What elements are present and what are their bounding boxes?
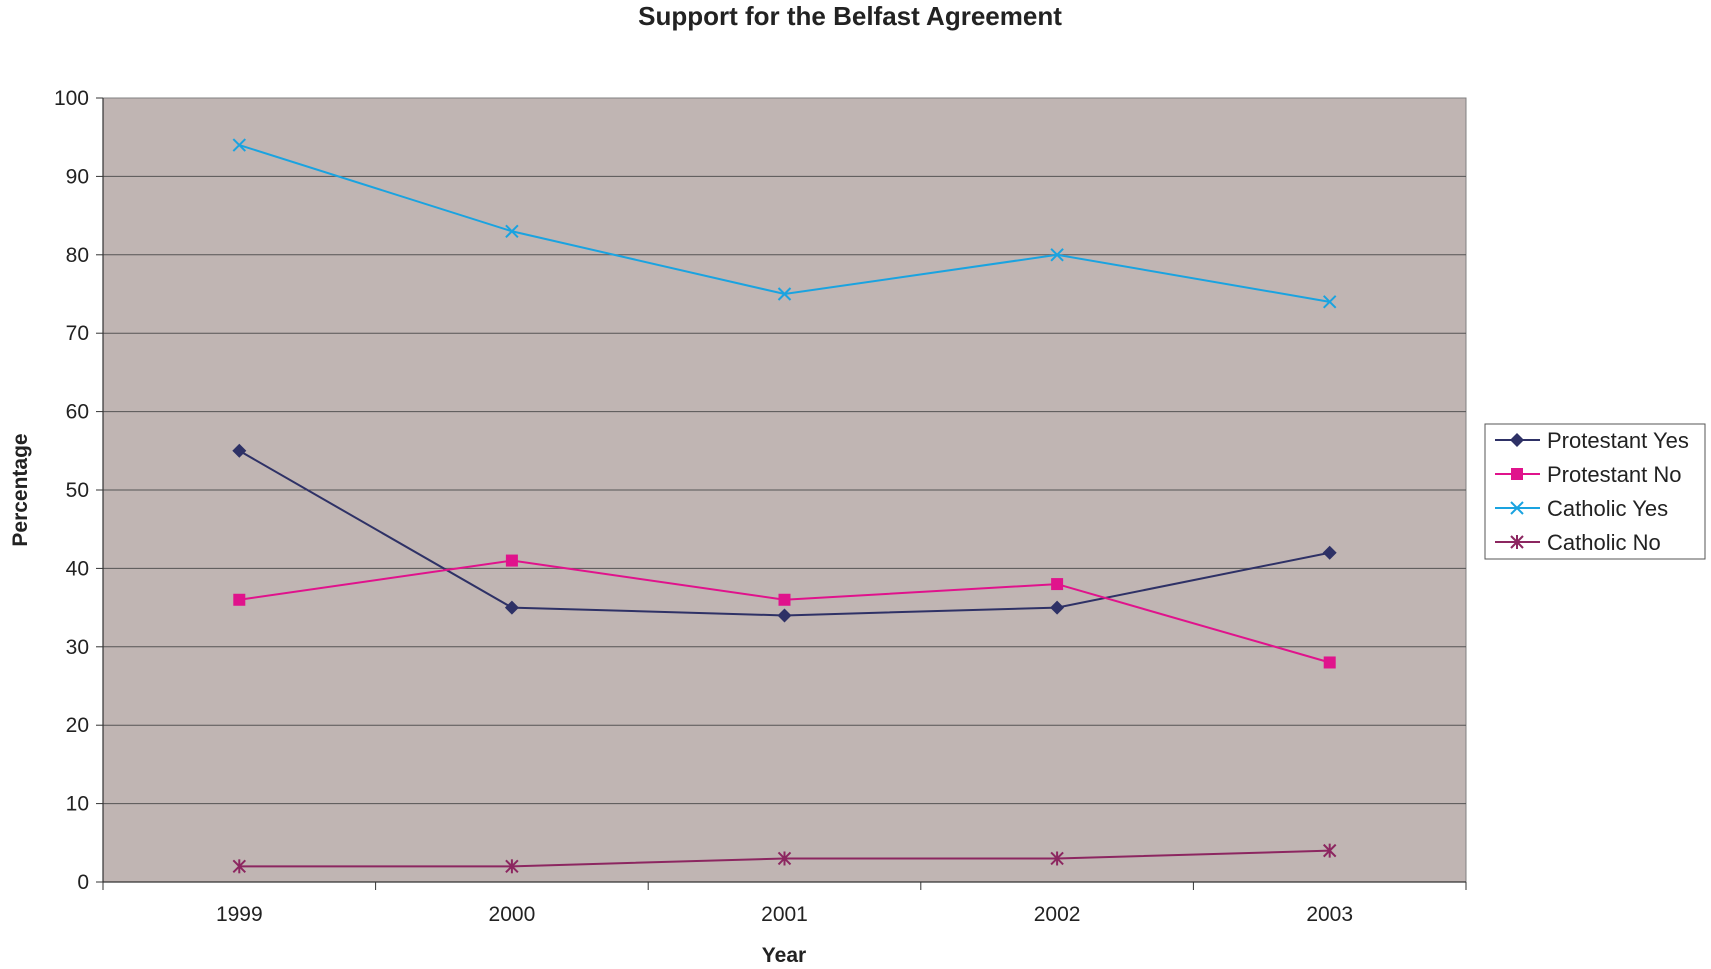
y-tick-label: 70 — [66, 322, 89, 345]
legend: Protestant Yes Protestant No Catholic Yes C… — [1485, 424, 1705, 559]
y-tick-label: 0 — [77, 871, 89, 894]
y-tick-label: 50 — [66, 479, 89, 502]
x-tick-label: 2001 — [761, 903, 808, 926]
x-axis-ticks: 1999 2000 2001 2002 2003 — [103, 882, 1466, 926]
data-point-protestant-no — [506, 555, 518, 567]
x-axis-title: Year — [762, 944, 806, 967]
x-tick-label: 1999 — [216, 903, 263, 926]
y-tick-label: 20 — [66, 714, 89, 737]
legend-label: Protestant No — [1547, 462, 1682, 487]
y-tick-label: 40 — [66, 557, 89, 580]
data-point-protestant-no — [779, 594, 791, 606]
x-tick-label: 2003 — [1306, 903, 1353, 926]
legend-marker — [1511, 468, 1523, 480]
y-axis-ticks: 0 10 20 30 40 50 60 70 80 90 100 — [54, 87, 103, 894]
y-tick-label: 90 — [66, 165, 89, 188]
y-tick-label: 80 — [66, 244, 89, 267]
legend-label: Catholic No — [1547, 530, 1661, 555]
data-point-protestant-no — [1324, 656, 1336, 668]
y-axis-title: Percentage — [9, 433, 32, 546]
y-tick-label: 10 — [66, 793, 89, 816]
x-tick-label: 2002 — [1034, 903, 1081, 926]
data-point-protestant-no — [1051, 578, 1063, 590]
data-point-protestant-no — [233, 594, 245, 606]
y-tick-label: 30 — [66, 636, 89, 659]
y-tick-label: 60 — [66, 401, 89, 424]
y-tick-label: 100 — [54, 87, 89, 110]
x-tick-label: 2000 — [489, 903, 536, 926]
legend-label: Catholic Yes — [1547, 496, 1668, 521]
legend-label: Protestant Yes — [1547, 428, 1689, 453]
chart-title: Support for the Belfast Agreement — [638, 1, 1062, 31]
